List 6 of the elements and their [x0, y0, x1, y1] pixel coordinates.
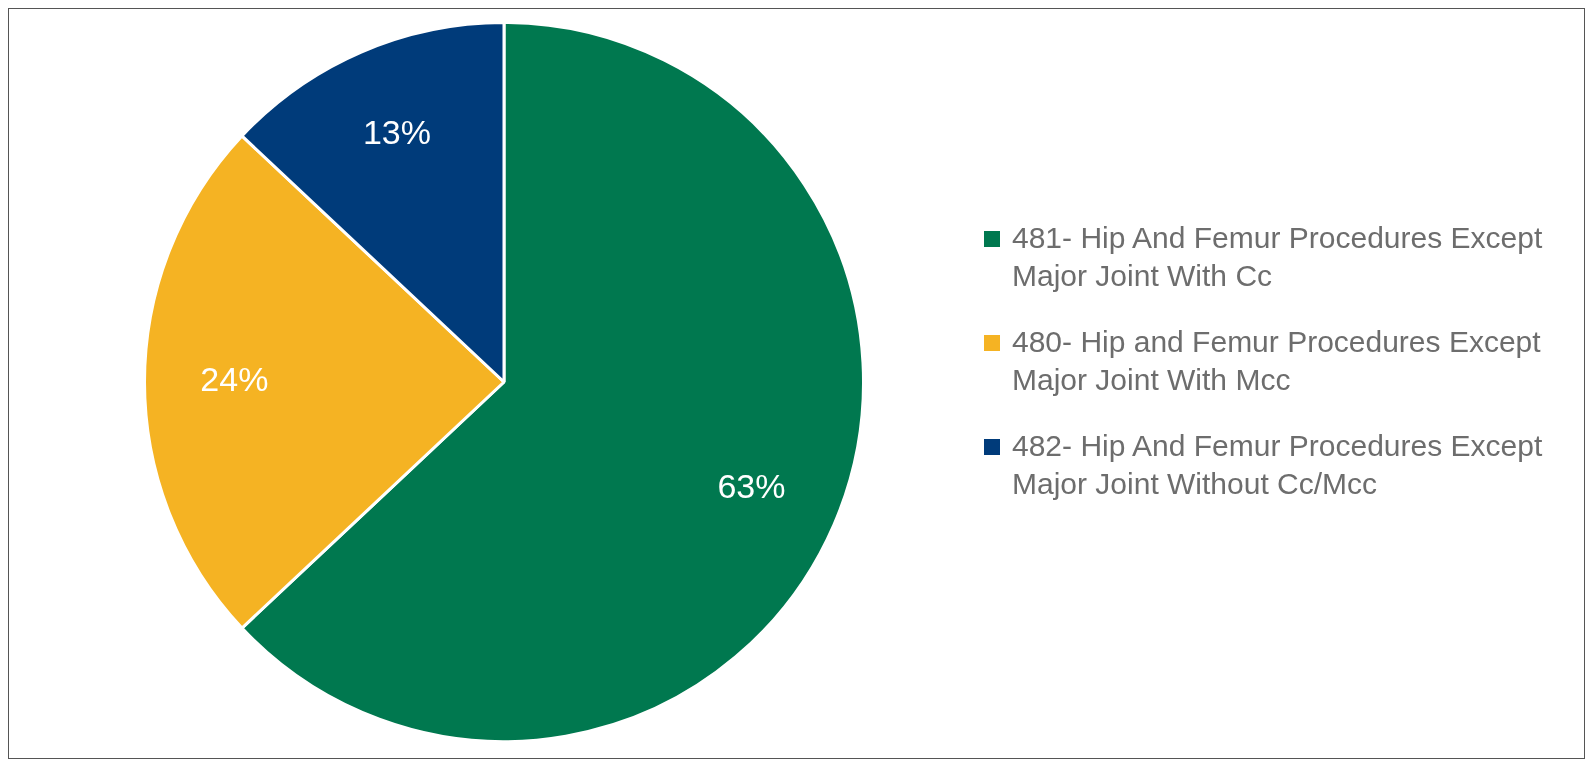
legend-label: 481- Hip And Femur Procedures Except Major Joint With Cc	[1012, 220, 1544, 294]
legend-label: 482- Hip And Femur Procedures Except Major Joint Without Cc/Mcc	[1012, 428, 1544, 502]
legend-label: 480- Hip and Femur Procedures Except Major Joint With Mcc	[1012, 324, 1542, 398]
data-label: 13%	[362, 112, 431, 151]
data-label: 63%	[717, 467, 786, 506]
data-label: 24%	[200, 360, 269, 399]
